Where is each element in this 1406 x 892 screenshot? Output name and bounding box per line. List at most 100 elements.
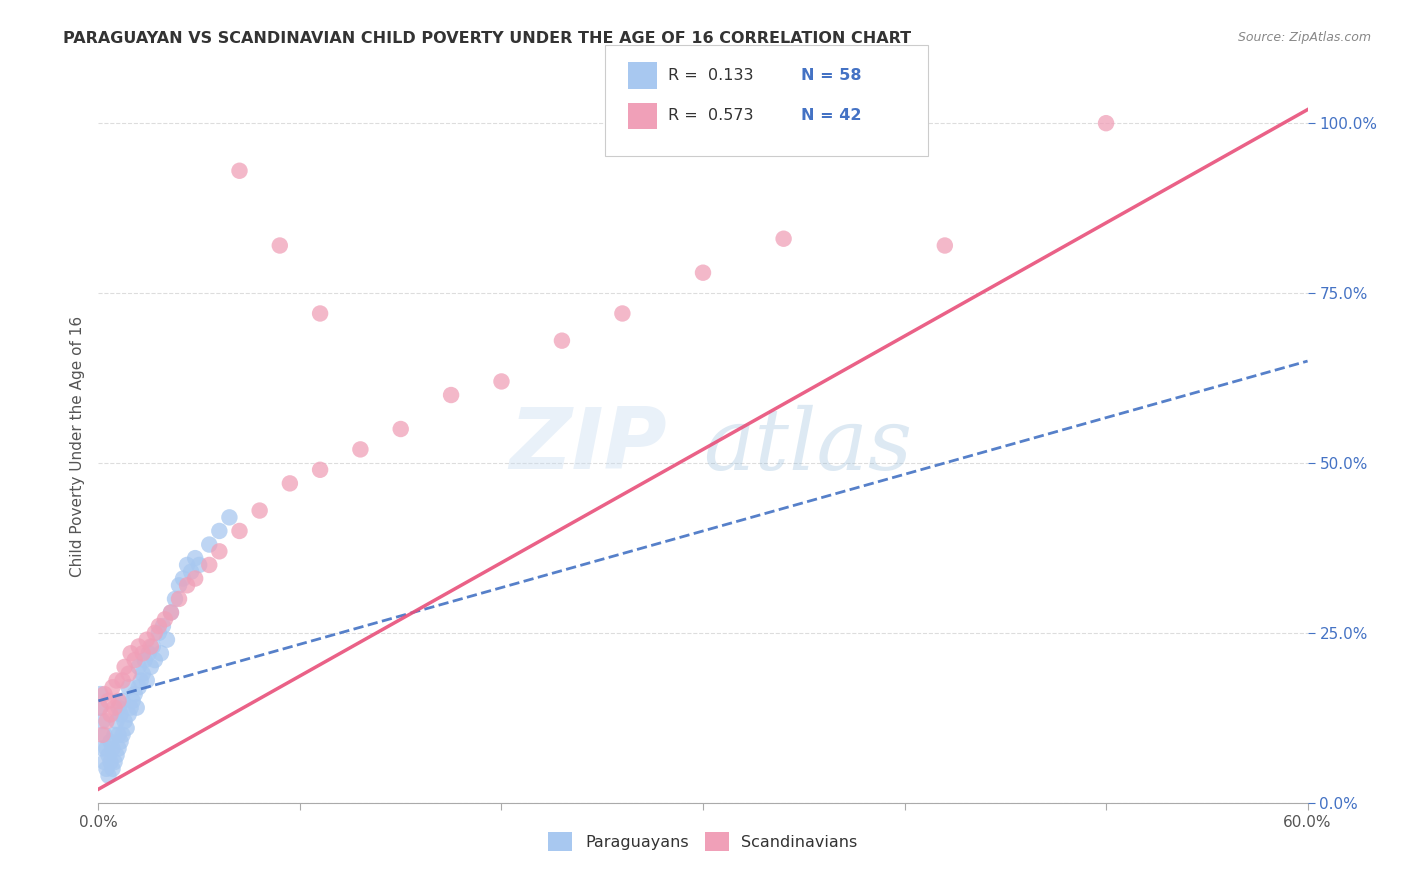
Point [128,680,150,694]
Point [107,694,129,708]
Point [176,578,198,592]
Point [156,632,179,647]
Point [135,632,157,647]
Point [198,537,221,551]
Point [91,728,114,742]
Point [228,524,250,538]
Point [167,591,190,606]
Point [124,653,146,667]
Point [143,653,166,667]
Point [103,755,125,769]
Point [115,721,138,735]
Point [208,524,231,538]
Point [188,558,211,572]
Point [149,646,172,660]
Point [96,762,118,776]
Point [114,714,136,729]
Point [118,707,141,722]
Point [143,626,166,640]
Point [218,510,240,524]
Point [114,660,136,674]
Point [111,728,134,742]
Point [132,646,155,660]
Point [105,714,128,729]
Point [91,741,114,756]
Point [249,503,271,517]
Point [118,666,141,681]
Point [105,748,128,763]
Point [110,734,132,748]
Point [91,714,114,729]
Point [389,422,412,436]
Point [97,769,120,783]
Point [208,544,231,558]
Point [128,640,150,654]
Point [551,334,574,348]
Point [269,238,291,252]
Point [309,306,332,320]
Point [153,612,176,626]
Point [96,714,118,729]
Point [100,707,122,722]
Point [139,640,162,654]
Point [110,707,132,722]
Point [148,626,170,640]
Point [163,591,186,606]
Point [120,646,142,660]
Point [124,687,146,701]
Point [934,238,956,252]
Point [132,666,155,681]
Point [97,748,120,763]
Point [101,741,124,756]
Point [184,572,207,586]
Text: atlas: atlas [703,405,912,487]
Point [167,578,190,592]
Point [101,762,124,776]
Point [93,755,115,769]
Point [349,442,371,457]
Point [103,728,125,742]
Point [278,476,301,491]
Point [138,646,160,660]
Point [129,673,152,688]
Point [180,565,202,579]
Text: N = 58: N = 58 [801,69,862,83]
Text: PARAGUAYAN VS SCANDINAVIAN CHILD POVERTY UNDER THE AGE OF 16 CORRELATION CHART: PARAGUAYAN VS SCANDINAVIAN CHILD POVERTY… [63,31,911,46]
Point [142,640,165,654]
Point [89,687,111,701]
Point [134,653,156,667]
Point [176,558,198,572]
Point [160,606,183,620]
Text: ZIP: ZIP [509,404,666,488]
Point [89,700,111,714]
Point [128,660,150,674]
Point [118,680,141,694]
Point [612,306,634,320]
Text: N = 42: N = 42 [801,109,862,123]
Point [772,232,794,246]
Point [111,694,134,708]
Point [184,551,207,566]
Point [101,680,124,694]
Point [139,660,162,674]
Point [103,700,125,714]
Point [148,619,170,633]
Text: R =  0.133: R = 0.133 [668,69,754,83]
Point [111,673,134,688]
Point [100,755,122,769]
Y-axis label: Child Poverty Under the Age of 16: Child Poverty Under the Age of 16 [69,316,84,576]
Point [93,687,115,701]
Legend: Paraguayans, Scandinavians: Paraguayans, Scandinavians [540,823,866,859]
Point [97,694,120,708]
Point [309,463,332,477]
Point [491,375,513,389]
Point [93,728,115,742]
Point [135,673,157,688]
Text: R =  0.573: R = 0.573 [668,109,754,123]
Point [121,694,143,708]
Point [120,700,142,714]
Point [160,606,183,620]
Point [107,700,129,714]
Point [100,734,122,748]
Point [440,388,463,402]
